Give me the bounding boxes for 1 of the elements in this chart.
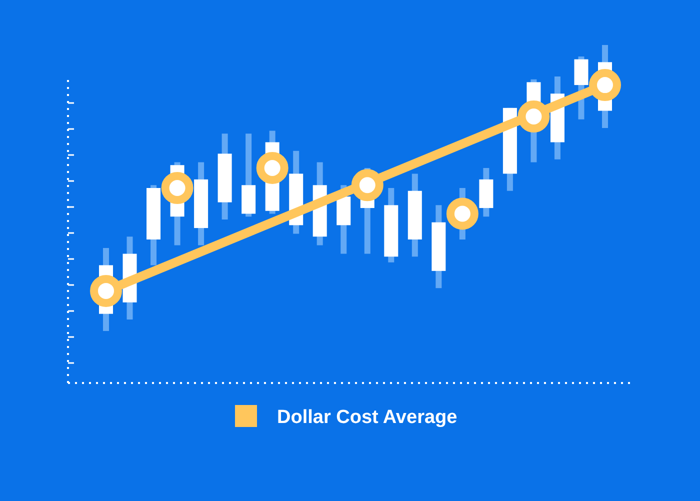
- legend-label: Dollar Cost Average: [277, 407, 458, 428]
